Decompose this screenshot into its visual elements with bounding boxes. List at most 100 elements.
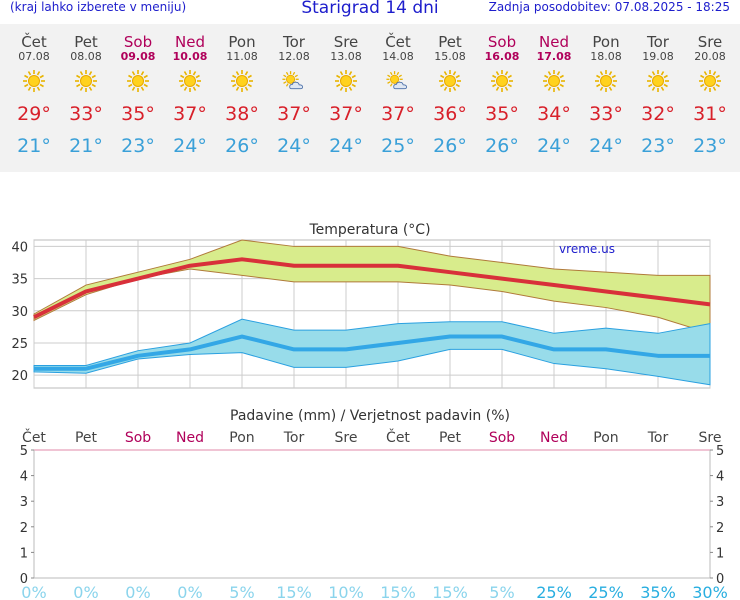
day-date: 07.08	[18, 50, 50, 63]
x-tick-label: Pet	[75, 430, 98, 446]
chart-title: Temperatura (°C)	[308, 222, 430, 238]
day-date: 13.08	[330, 50, 362, 63]
day-column: Sre 20.08 31° 23°	[684, 24, 736, 157]
min-temp: 24°	[329, 135, 363, 157]
precip-probability: 15%	[432, 583, 468, 600]
day-column: Tor 19.08 32° 23°	[632, 24, 684, 157]
min-temp-line	[34, 334, 710, 371]
x-tick-label: Ned	[540, 430, 568, 446]
precip-probability: 25%	[536, 583, 572, 600]
day-name: Čet	[21, 33, 47, 51]
sun-icon	[112, 63, 164, 103]
sun-icon	[60, 63, 112, 103]
day-column: Pon 18.08 33° 24°	[580, 24, 632, 157]
y-tick-label-left: 2	[20, 521, 28, 536]
precip-probability: 15%	[380, 583, 416, 600]
day-date: 17.08	[536, 50, 572, 63]
sun-icon	[424, 63, 476, 103]
day-date: 20.08	[694, 50, 726, 63]
x-tick-label: Pet	[439, 430, 462, 446]
min-temp: 25°	[381, 135, 415, 157]
day-name: Ned	[175, 33, 205, 51]
y-tick-label-right: 3	[716, 495, 724, 510]
y-tick-label: 40	[11, 240, 28, 255]
day-date: 19.08	[642, 50, 674, 63]
day-column: Čet 14.08 37° 25°	[372, 24, 424, 157]
max-temp-line	[33, 257, 711, 320]
max-temp: 35°	[121, 103, 155, 125]
day-name: Sre	[697, 33, 723, 51]
sun-icon	[216, 63, 268, 103]
x-tick-label: Tor	[283, 430, 305, 446]
precip-probability: 0%	[177, 583, 202, 600]
precip-probability: 5%	[489, 583, 514, 600]
y-tick-label-right: 5	[716, 444, 724, 459]
day-name: Pet	[438, 33, 462, 51]
sun-icon	[320, 63, 372, 103]
max-temp: 32°	[641, 103, 675, 125]
sun-cloud-icon	[372, 63, 424, 103]
x-tick-label: Sre	[699, 430, 722, 446]
x-tick-label: Sre	[335, 430, 358, 446]
x-tick-label: Sob	[125, 430, 151, 446]
precip-probability: 0%	[21, 583, 46, 600]
precip-probability: 5%	[229, 583, 254, 600]
y-tick-label: 25	[11, 337, 28, 352]
day-column: Sre 13.08 37° 24°	[320, 24, 372, 157]
precip-probability: 15%	[276, 583, 312, 600]
x-tick-label: Pon	[593, 430, 618, 446]
y-tick-label: 20	[11, 369, 28, 384]
min-temp: 23°	[121, 135, 155, 157]
day-name: Čet	[385, 33, 411, 51]
watermark: vreme.us	[559, 242, 615, 256]
max-temp: 38°	[225, 103, 259, 125]
day-name: Pon	[228, 33, 256, 51]
day-column: Sob 16.08 35° 26°	[476, 24, 528, 157]
day-column: Pet 15.08 36° 26°	[424, 24, 476, 157]
forecast-days: Čet 07.08 29° 21° Pet 08.08 33° 21° Sob 09.08 35° 2…	[0, 24, 740, 172]
y-tick-label-right: 1	[716, 546, 724, 561]
y-tick-label-right: 2	[716, 521, 724, 536]
sun-icon	[580, 63, 632, 103]
day-date: 08.08	[70, 50, 102, 63]
max-temp: 35°	[485, 103, 519, 125]
day-column: Ned 10.08 37° 24°	[164, 24, 216, 157]
y-tick-label-left: 5	[20, 444, 28, 459]
day-name: Sob	[123, 33, 153, 51]
sun-cloud-icon	[268, 63, 320, 103]
min-temp: 26°	[225, 135, 259, 157]
day-name: Sre	[333, 33, 359, 51]
day-name: Pon	[592, 33, 620, 51]
precip-probability: 0%	[73, 583, 98, 600]
x-tick-label: Sob	[489, 430, 515, 446]
x-tick-label: Pon	[229, 430, 254, 446]
min-temp: 24°	[173, 135, 207, 157]
max-temp: 36°	[433, 103, 467, 125]
min-temp: 21°	[69, 135, 103, 157]
sun-icon	[476, 63, 528, 103]
sun-icon	[8, 63, 60, 103]
y-tick-label-left: 1	[20, 546, 28, 561]
day-date: 14.08	[382, 50, 414, 63]
day-date: 18.08	[590, 50, 622, 63]
y-tick-label-left: 3	[20, 495, 28, 510]
min-temp: 23°	[641, 135, 675, 157]
page-title: Starigrad 14 dni	[301, 0, 439, 18]
max-temp: 29°	[17, 103, 51, 125]
day-name: Tor	[647, 33, 669, 51]
y-tick-label-left: 0	[20, 572, 28, 587]
last-update: Zadnja posodobitev: 07.08.2025 - 18:25	[488, 0, 730, 14]
precip-probability: 25%	[588, 583, 624, 600]
max-temp: 33°	[69, 103, 103, 125]
min-temp: 26°	[485, 135, 519, 157]
day-name: Tor	[283, 33, 305, 51]
x-tick-label: Ned	[176, 430, 204, 446]
day-date: 15.08	[434, 50, 466, 63]
day-date: 11.08	[226, 50, 258, 63]
min-temp: 21°	[17, 135, 51, 157]
precip-probability: 30%	[692, 583, 728, 600]
day-date: 09.08	[120, 50, 156, 63]
location-hint: (kraj lahko izberete v meniju)	[10, 0, 187, 14]
day-name: Sob	[487, 33, 517, 51]
